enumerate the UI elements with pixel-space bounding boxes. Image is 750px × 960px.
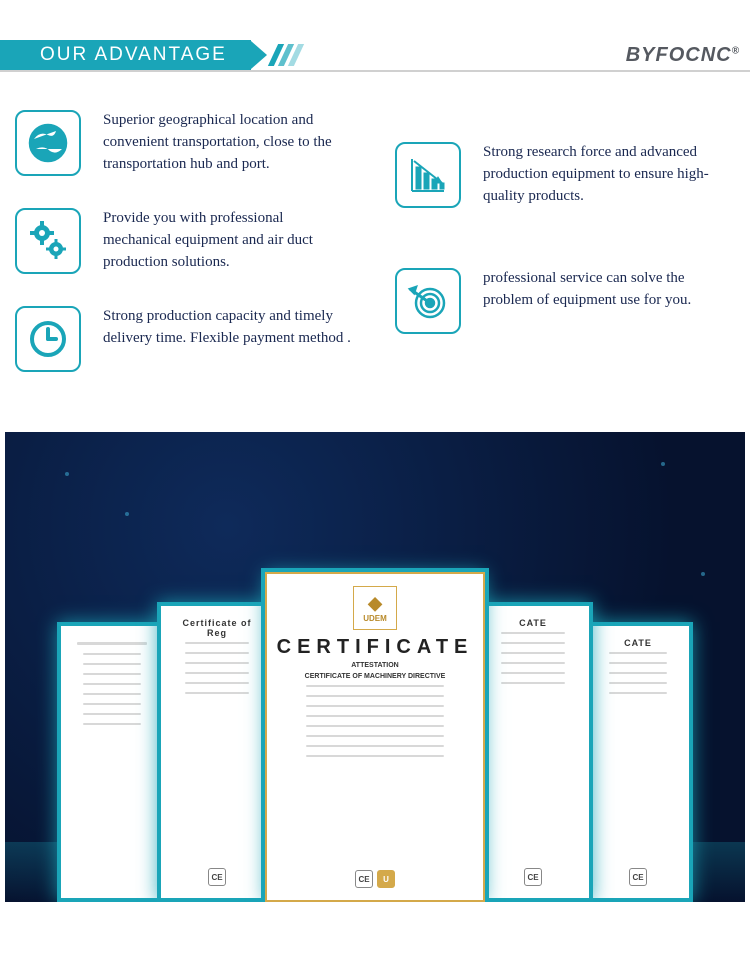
advantages-right-column: Strong research force and advanced produ…	[395, 110, 735, 372]
brand-logo: BYFOCNC®	[626, 44, 740, 67]
certificate-title: Certificate of Reg	[171, 618, 263, 638]
advantage-item: Provide you with professional mechanical…	[15, 208, 355, 274]
clock-icon	[15, 306, 81, 372]
udem-badge-icon: ◆UDEM	[353, 586, 397, 630]
header-bar: OUR ADVANTAGE BYFOCNC®	[0, 40, 750, 72]
section-title: OUR ADVANTAGE	[0, 40, 251, 70]
certificate-subtitle: CERTIFICATE OF MACHINERY DIRECTIVE	[305, 672, 446, 681]
title-stripes	[273, 44, 299, 66]
title-chevron	[251, 41, 267, 69]
certificates-row: Certificate of Reg CE ◆UDEM CERTIFICATE …	[57, 572, 693, 902]
advantage-item: Strong production capacity and timely de…	[15, 306, 355, 372]
certificate-card: Certificate of Reg CE	[157, 602, 277, 902]
chart-icon	[395, 142, 461, 208]
certificates-section: Certificate of Reg CE ◆UDEM CERTIFICATE …	[5, 432, 745, 902]
advantage-item: professional service can solve the probl…	[395, 268, 735, 334]
gears-icon	[15, 208, 81, 274]
advantage-text: Strong production capacity and timely de…	[103, 306, 355, 350]
certificate-card: CATE CE	[473, 602, 593, 902]
advantage-text: Superior geographical location and conve…	[103, 110, 355, 175]
target-icon	[395, 268, 461, 334]
advantages-grid: Superior geographical location and conve…	[0, 72, 750, 412]
certificate-card: CATE CE	[583, 622, 693, 902]
advantage-text: professional service can solve the probl…	[483, 268, 735, 312]
advantages-left-column: Superior geographical location and conve…	[15, 110, 355, 372]
title-wrap: OUR ADVANTAGE	[0, 40, 299, 70]
globe-icon	[15, 110, 81, 176]
certificate-title: CATE	[519, 618, 547, 628]
certificate-title: CATE	[624, 638, 652, 648]
advantage-text: Provide you with professional mechanical…	[103, 208, 355, 273]
certificate-subtitle: ATTESTATION	[351, 661, 398, 670]
certificate-card	[57, 622, 167, 902]
advantage-item: Strong research force and advanced produ…	[395, 142, 735, 208]
advantage-text: Strong research force and advanced produ…	[483, 142, 735, 207]
advantage-item: Superior geographical location and conve…	[15, 110, 355, 176]
certificate-card-main: ◆UDEM CERTIFICATE ATTESTATION CERTIFICAT…	[265, 572, 485, 902]
certificate-main-title: CERTIFICATE	[277, 636, 474, 659]
